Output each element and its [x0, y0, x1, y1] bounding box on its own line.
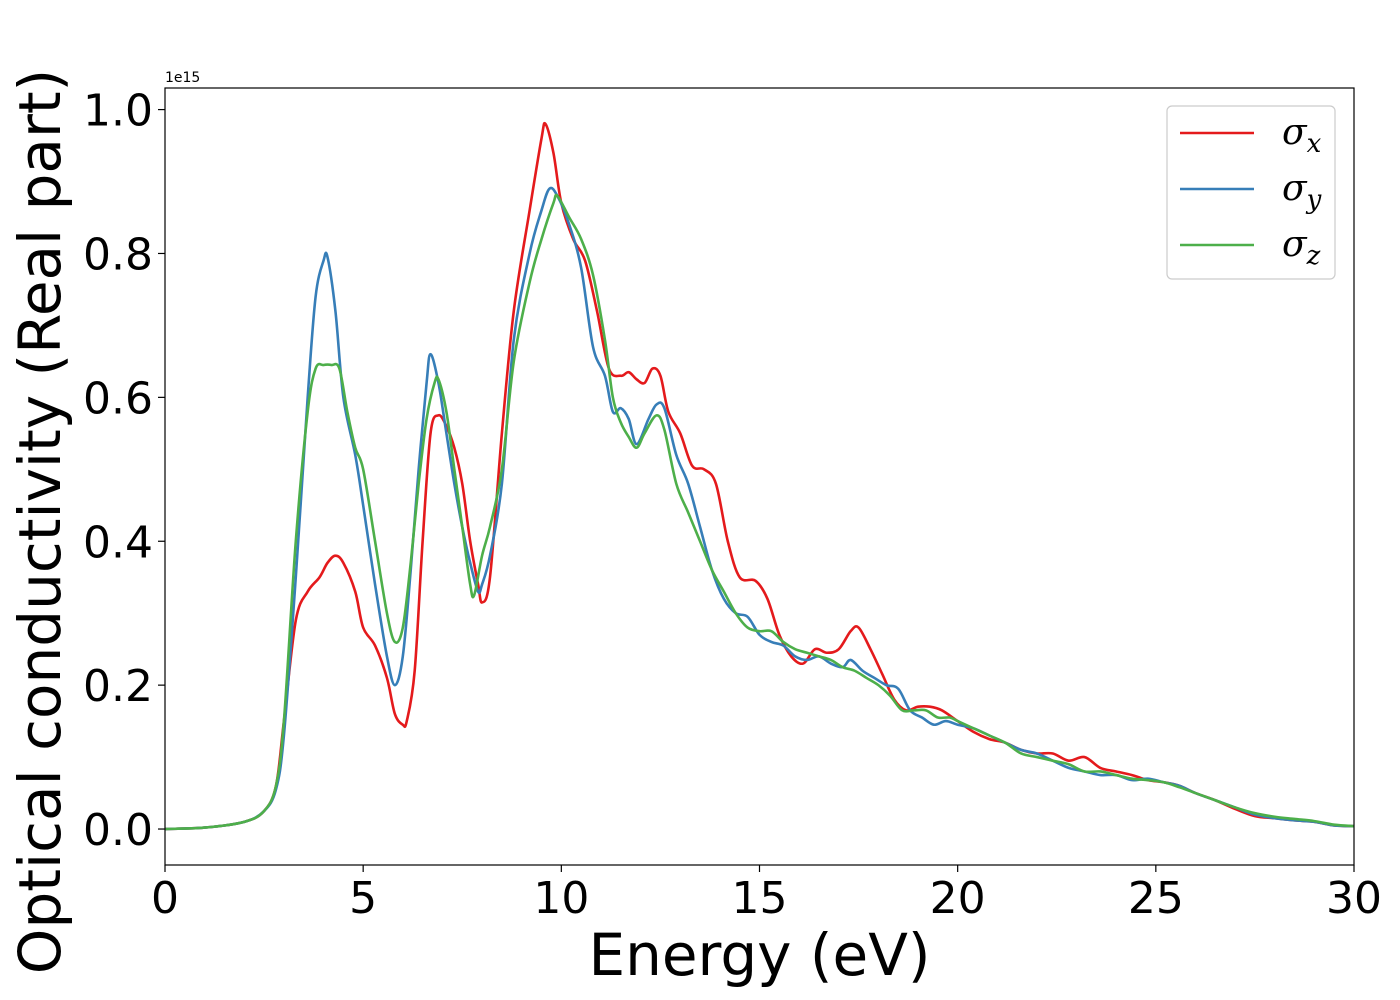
legend-label-sigma-x: σx: [1282, 112, 1322, 159]
legend-label-sigma-z: σz: [1282, 224, 1321, 271]
x-tick-label: 10: [533, 873, 589, 924]
series-line-sigma-y: [164, 186, 1355, 831]
x-tick-label: 5: [349, 873, 377, 924]
y-tick-label: 0.0: [83, 805, 153, 856]
y-offset-text: 1e15: [165, 70, 200, 86]
x-tick-label: 30: [1326, 873, 1382, 924]
y-axis-label: Optical conductivity (Real part): [6, 69, 74, 974]
x-tick-label: 25: [1128, 873, 1184, 924]
x-axis: 0 5 10 15 20 25 30: [151, 865, 1382, 924]
legend-box: [1166, 105, 1336, 280]
y-tick-label: 1.0: [83, 86, 153, 137]
x-tick-label: 20: [930, 873, 986, 924]
x-axis-label: Energy (eV): [588, 921, 930, 989]
y-axis: 0.0 0.2 0.4 0.6 0.8 1.0: [83, 86, 165, 856]
x-tick-label: 15: [732, 873, 788, 924]
y-tick-label: 0.2: [83, 661, 153, 712]
legend: σx σy σz: [1166, 105, 1336, 280]
legend-label-sigma-y: σy: [1282, 168, 1322, 215]
series-layer: [164, 121, 1355, 831]
x-tick-label: 0: [151, 873, 179, 924]
series-line-sigma-x: [164, 121, 1355, 831]
y-tick-label: 0.4: [83, 517, 153, 568]
y-tick-label: 0.6: [83, 373, 153, 424]
y-tick-label: 0.8: [83, 229, 153, 280]
series-line-sigma-z: [164, 193, 1355, 831]
